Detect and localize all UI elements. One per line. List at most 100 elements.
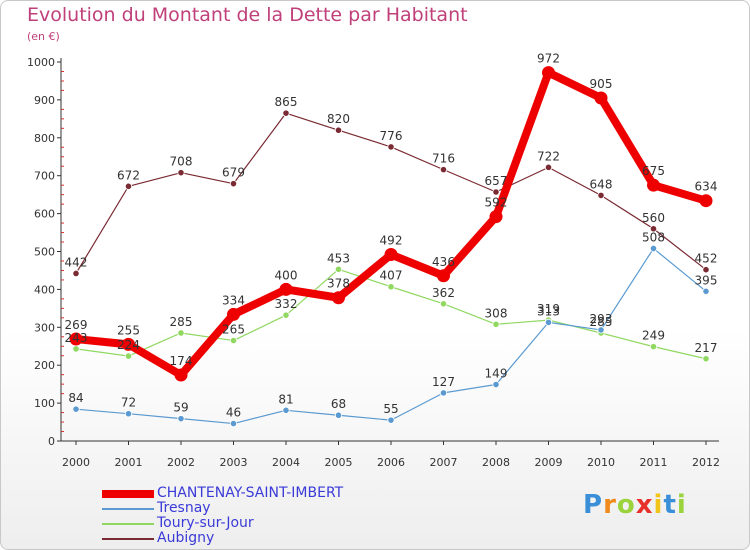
data-label-chantenay-saint-imbert: 436 [432, 255, 455, 269]
data-label-tresnay: 149 [485, 367, 508, 381]
data-label-toury-sur-jour: 308 [485, 306, 508, 320]
data-point-chantenay-saint-imbert [227, 307, 240, 321]
legend-label-aubigny: Aubigny [157, 530, 215, 546]
data-point-chantenay-saint-imbert [279, 282, 293, 296]
x-tick-label: 2006 [377, 456, 405, 469]
y-tick-label: 200 [34, 359, 55, 372]
data-label-aubigny: 679 [222, 166, 245, 180]
data-point-toury-sur-jour [124, 352, 133, 360]
data-point-aubigny [649, 225, 658, 233]
data-label-toury-sur-jour: 217 [695, 341, 718, 355]
data-point-aubigny [544, 163, 553, 171]
logo-letter: P [583, 490, 604, 520]
data-label-aubigny: 452 [695, 252, 718, 266]
data-label-aubigny: 865 [275, 95, 298, 109]
data-point-aubigny [702, 266, 710, 274]
logo-letter: r [603, 490, 617, 520]
data-label-toury-sur-jour: 243 [65, 331, 88, 345]
data-label-tresnay: 395 [695, 273, 718, 287]
legend-swatch-chantenay-saint-imbert [102, 490, 154, 498]
data-label-chantenay-saint-imbert: 905 [590, 77, 613, 91]
x-tick-label: 2001 [115, 456, 143, 469]
x-tick-label: 2009 [535, 456, 563, 469]
data-point-chantenay-saint-imbert [384, 248, 398, 262]
data-point-tresnay [597, 326, 605, 334]
data-label-tresnay: 293 [590, 312, 613, 326]
data-point-toury-sur-jour [439, 300, 448, 308]
logo-letter: x [635, 490, 654, 520]
data-point-chantenay-saint-imbert [594, 91, 608, 105]
data-point-chantenay-saint-imbert [437, 269, 450, 283]
y-tick-label: 100 [34, 397, 55, 410]
x-tick-label: 2012 [692, 456, 720, 469]
data-point-toury-sur-jour [702, 355, 710, 363]
logo-letter: i [653, 490, 664, 520]
data-point-toury-sur-jour [334, 265, 343, 273]
data-point-tresnay [439, 389, 448, 397]
data-point-tresnay [72, 405, 80, 413]
data-point-aubigny [177, 169, 185, 177]
y-tick-label: 600 [34, 208, 55, 221]
data-label-aubigny: 716 [432, 152, 455, 166]
legend-label-chantenay-saint-imbert: CHANTENAY-SAINT-IMBERT [157, 485, 344, 501]
data-label-chantenay-saint-imbert: 334 [222, 293, 245, 307]
logo-letter: i [676, 490, 687, 520]
data-label-aubigny: 776 [380, 129, 403, 143]
data-label-toury-sur-jour: 453 [327, 251, 350, 265]
x-tick-label: 2010 [587, 456, 615, 469]
data-point-aubigny [334, 126, 343, 134]
data-point-tresnay [492, 380, 500, 389]
data-label-aubigny: 657 [485, 174, 508, 188]
data-point-tresnay [124, 410, 133, 418]
data-point-tresnay [334, 411, 343, 419]
data-point-aubigny [229, 180, 238, 188]
data-label-tresnay: 313 [537, 304, 560, 318]
data-point-tresnay [177, 415, 185, 423]
data-point-tresnay [544, 318, 553, 326]
data-point-aubigny [492, 188, 500, 196]
data-label-aubigny: 648 [590, 177, 613, 191]
data-point-toury-sur-jour [387, 283, 395, 291]
data-point-chantenay-saint-imbert [699, 194, 713, 208]
data-point-chantenay-saint-imbert [69, 332, 83, 346]
data-label-tresnay: 55 [383, 402, 398, 416]
data-label-tresnay: 84 [68, 391, 83, 405]
data-point-toury-sur-jour [649, 343, 658, 351]
x-tick-label: 2000 [62, 456, 90, 469]
data-label-toury-sur-jour: 332 [275, 297, 298, 311]
data-label-aubigny: 442 [65, 255, 88, 269]
y-tick-label: 0 [48, 435, 55, 448]
data-label-chantenay-saint-imbert: 400 [275, 268, 298, 282]
data-label-tresnay: 68 [331, 397, 346, 411]
data-point-tresnay [649, 244, 658, 253]
legend-label-toury-sur-jour: Toury-sur-Jour [157, 515, 254, 531]
data-point-aubigny [597, 191, 605, 200]
data-point-chantenay-saint-imbert [542, 66, 555, 80]
x-tick-label: 2008 [482, 456, 510, 469]
proxiti-logo: Proxiti [583, 490, 687, 520]
legend-swatch-tresnay [102, 508, 154, 510]
data-label-toury-sur-jour: 265 [222, 323, 245, 337]
data-point-toury-sur-jour [229, 336, 238, 345]
data-label-toury-sur-jour: 224 [117, 338, 140, 352]
data-label-aubigny: 672 [117, 168, 140, 182]
series-line-chantenay-saint-imbert [72, 68, 710, 380]
data-label-aubigny: 722 [537, 149, 560, 163]
data-point-chantenay-saint-imbert [647, 178, 660, 192]
data-point-tresnay [702, 287, 710, 295]
data-label-tresnay: 59 [173, 401, 188, 415]
data-label-tresnay: 508 [642, 230, 665, 244]
data-label-tresnay: 46 [226, 406, 241, 420]
data-label-aubigny: 560 [642, 211, 665, 225]
x-tick-label: 2005 [325, 456, 353, 469]
data-point-tresnay [229, 419, 238, 428]
data-point-toury-sur-jour [72, 345, 80, 353]
data-label-chantenay-saint-imbert: 174 [170, 354, 193, 368]
x-tick-label: 2004 [272, 456, 300, 469]
data-label-chantenay-saint-imbert: 492 [380, 234, 403, 248]
legend-swatch-aubigny [102, 538, 154, 540]
data-label-tresnay: 127 [432, 375, 455, 389]
data-label-toury-sur-jour: 362 [432, 286, 455, 300]
x-tick-label: 2003 [220, 456, 248, 469]
